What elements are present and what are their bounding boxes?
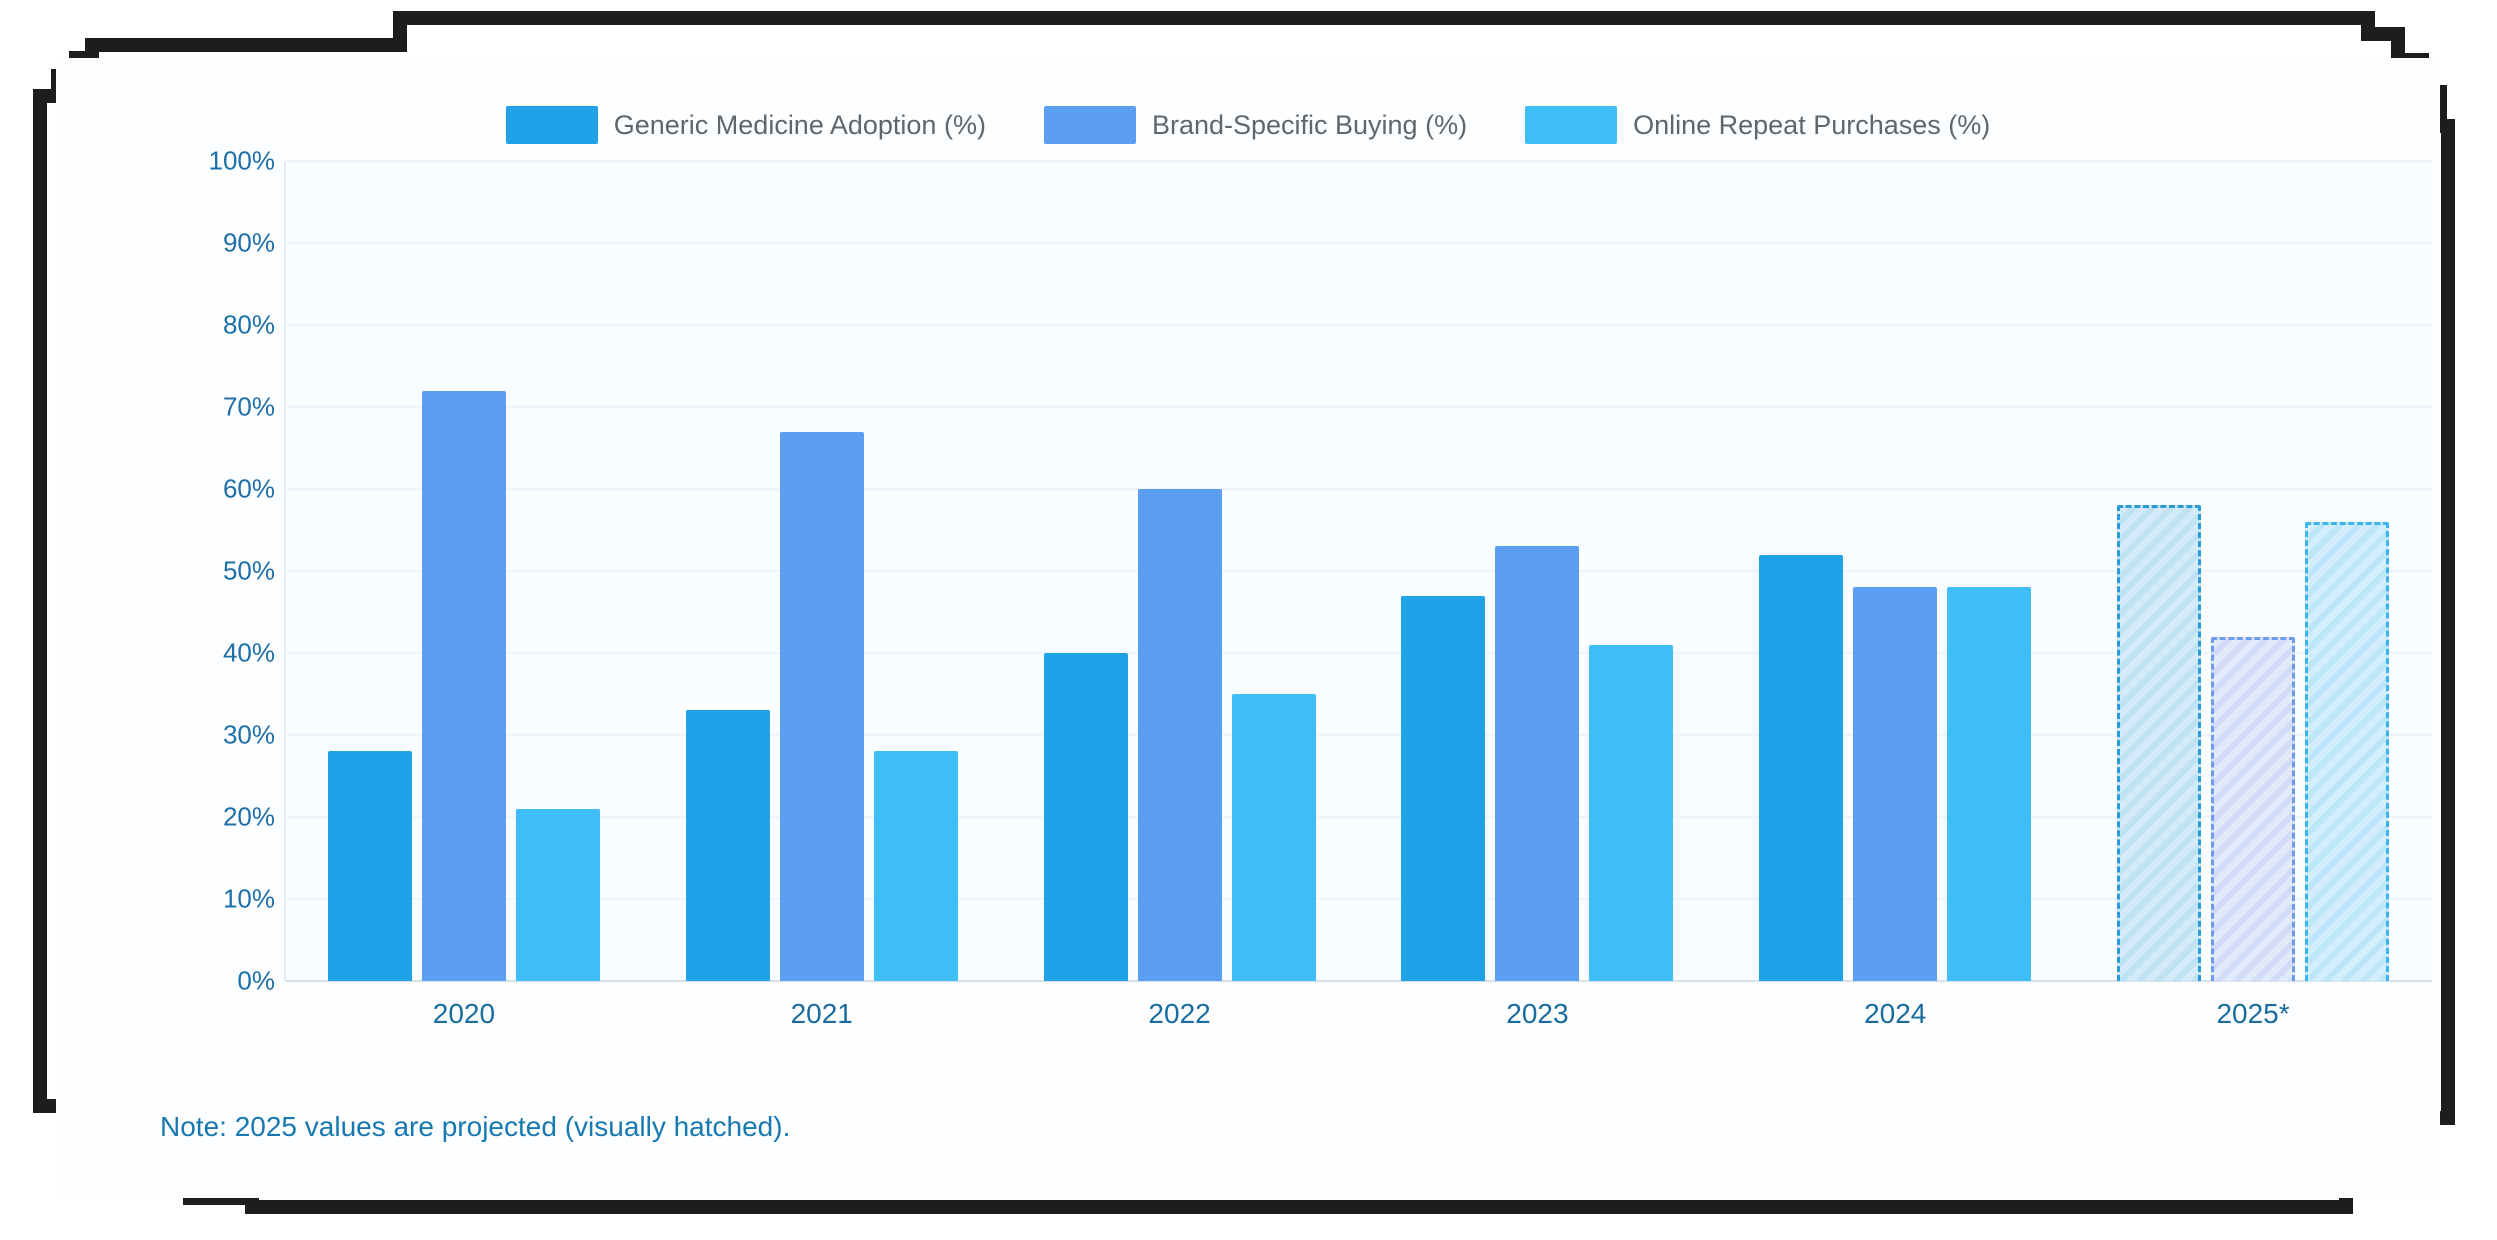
x-axis-label-2022: 2022: [1148, 998, 1211, 1029]
y-tick-label-40%: 40%: [222, 637, 275, 668]
y-tick-label-90%: 90%: [222, 227, 275, 258]
bar-2025*-series-0[interactable]: [2117, 505, 2202, 981]
gridline-10%: [285, 898, 2432, 900]
x-axis-label-2023: 2023: [1506, 998, 1569, 1029]
bar-group-2025*: [2074, 161, 2432, 981]
gridline-80%: [285, 324, 2432, 326]
projection-note: Note: 2025 values are projected (visuall…: [160, 1111, 791, 1142]
legend-swatch: [505, 106, 598, 144]
bar-2024-series-1[interactable]: [1853, 587, 1938, 981]
bar-group-2020: [285, 161, 643, 981]
y-tick-label-50%: 50%: [222, 555, 275, 586]
bar-2024-series-2[interactable]: [1947, 587, 2032, 981]
chart-legend: Generic Medicine Adoption (%) Brand-Speci…: [56, 106, 2440, 144]
gridline-20%: [285, 816, 2432, 818]
x-axis-line: [285, 980, 2432, 982]
bar-group-2023: [1358, 161, 1716, 981]
x-axis-label-2025*: 2025*: [2216, 998, 2290, 1029]
bar-2022-series-1[interactable]: [1137, 489, 1222, 981]
bar-2023-series-0[interactable]: [1401, 595, 1486, 981]
y-tick-label-100%: 100%: [208, 145, 276, 176]
bar-groups: [285, 161, 2432, 981]
bar-2024-series-0[interactable]: [1759, 554, 1844, 981]
gridline-70%: [285, 406, 2432, 408]
legend-label: Brand-Specific Buying (%): [1151, 109, 1468, 140]
legend-item-2[interactable]: Online Repeat Purchases (%): [1525, 106, 1990, 144]
legend-label: Generic Medicine Adoption (%): [613, 109, 986, 140]
gridline-40%: [285, 652, 2432, 654]
y-tick-label-80%: 80%: [222, 309, 275, 340]
legend-item-0[interactable]: Generic Medicine Adoption (%): [505, 106, 986, 144]
gridline-30%: [285, 734, 2432, 736]
bar-2022-series-0[interactable]: [1043, 653, 1128, 981]
bar-2020-series-2[interactable]: [515, 808, 600, 981]
bar-2023-series-2[interactable]: [1589, 644, 1674, 981]
gridline-60%: [285, 488, 2432, 490]
y-tick-label-10%: 10%: [222, 883, 275, 914]
bar-2021-series-2[interactable]: [873, 751, 958, 981]
x-axis-label-2021: 2021: [790, 998, 853, 1029]
gridline-90%: [285, 242, 2432, 244]
bar-group-2021: [643, 161, 1001, 981]
x-axis-label-2020: 2020: [432, 998, 496, 1029]
bar-group-2024: [1716, 161, 2074, 981]
bar-2022-series-2[interactable]: [1231, 694, 1316, 981]
legend-item-1[interactable]: Brand-Specific Buying (%): [1043, 106, 1468, 144]
bar-2020-series-0[interactable]: [327, 751, 412, 981]
legend-swatch: [1043, 106, 1136, 144]
legend-label: Online Repeat Purchases (%): [1633, 109, 1991, 140]
bar-2020-series-1[interactable]: [421, 390, 506, 981]
gridline-100%: [285, 160, 2432, 162]
bar-2025*-series-1[interactable]: [2211, 636, 2296, 981]
bar-2025*-series-2[interactable]: [2305, 521, 2390, 981]
bar-2021-series-1[interactable]: [779, 431, 864, 981]
bar-2021-series-0[interactable]: [685, 710, 770, 981]
legend-swatch: [1525, 106, 1618, 144]
gridline-50%: [285, 570, 2432, 572]
y-tick-label-20%: 20%: [222, 801, 275, 832]
plot-area: [284, 160, 2432, 982]
x-axis-label-2024: 2024: [1864, 998, 1927, 1029]
y-tick-label-70%: 70%: [222, 391, 275, 422]
bar-2023-series-1[interactable]: [1495, 546, 1580, 981]
x-axis-labels: 2020 2021 2022 2023 2024 2025*: [285, 998, 2432, 1030]
y-tick-label-30%: 30%: [222, 719, 275, 750]
y-tick-label-0%: 0%: [237, 965, 275, 996]
y-tick-label-60%: 60%: [222, 473, 275, 504]
chart-card: Generic Medicine Adoption (%) Brand-Speci…: [56, 58, 2440, 1198]
bar-group-2022: [1001, 161, 1359, 981]
